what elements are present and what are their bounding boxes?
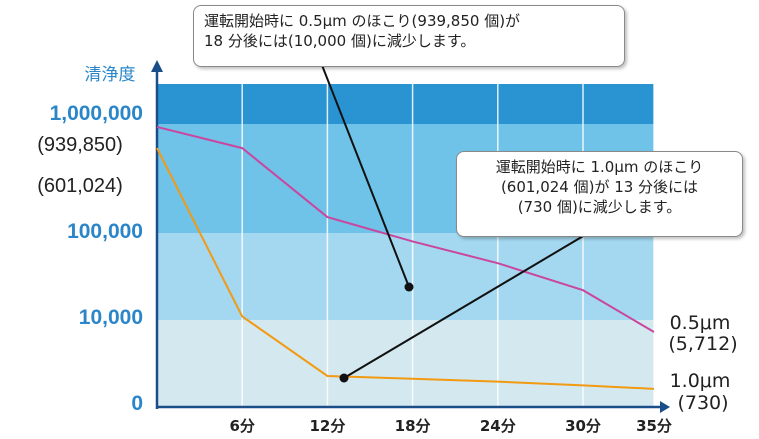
x-tick-label-1: 12分 <box>309 417 345 435</box>
callout-05um: 運転開始時に 0.5μm のほこり(939,850 個)が 18 分後には(10… <box>193 5 625 67</box>
pointer-05um-dot <box>404 282 414 292</box>
series-value-label-1: (730) <box>677 392 728 414</box>
background-bands <box>157 84 654 407</box>
band-0 <box>157 84 654 124</box>
callout-05um-line2: 18 分後には(10,000 個)に減少します。 <box>204 32 476 50</box>
y-tick-label-0: 1,000,000 <box>50 102 143 125</box>
x-tick-label-4: 30分 <box>565 417 601 435</box>
grid-lines <box>241 84 655 407</box>
axes <box>151 60 670 413</box>
pointer-10um <box>343 231 591 379</box>
callout-10um-line3: (730 個)に減少します。 <box>517 198 682 216</box>
band-3 <box>157 320 654 407</box>
y-tick-label-1: 100,000 <box>67 220 143 243</box>
y-tick-label-3: 0 <box>131 392 143 415</box>
x-tick-label-3: 24分 <box>480 417 516 435</box>
y-side-label-0: (939,850) <box>37 134 123 156</box>
y-axis-title: 清浄度 <box>85 65 136 85</box>
callout-pointers <box>317 54 591 383</box>
callout-05um-line1: 運転開始時に 0.5μm のほこり(939,850 個)が <box>204 12 521 30</box>
series-name-label-0: 0.5μm <box>670 312 731 334</box>
series-lines <box>156 125 655 390</box>
y-axis-arrow <box>151 60 163 72</box>
pointer-05um <box>317 54 410 288</box>
callout-10um: 運転開始時に 1.0μm のほこり (601,024 個)が 13 分後には (… <box>456 151 743 237</box>
callout-10um-line1: 運転開始時に 1.0μm のほこり <box>495 158 704 176</box>
series-line-1 <box>156 147 655 390</box>
y-side-label-1: (601,024) <box>37 175 123 197</box>
y-tick-label-2: 10,000 <box>79 306 143 329</box>
axis-labels: 清浄度 1,000,000 100,000 10,000 0 (939,850) (601,… <box>37 65 737 435</box>
x-tick-label-0: 6分 <box>229 417 254 435</box>
x-tick-label-2: 18分 <box>395 417 431 435</box>
series-name-label-1: 1.0μm <box>670 370 731 392</box>
pointer-10um-dot <box>339 373 349 383</box>
callout-10um-line2: (601,024 個)が 13 分後には <box>500 178 699 196</box>
series-value-label-0: (5,712) <box>668 333 737 355</box>
x-axis-arrow <box>660 401 670 413</box>
series-line-0 <box>156 125 655 333</box>
x-tick-label-5: 35分 <box>636 417 672 435</box>
